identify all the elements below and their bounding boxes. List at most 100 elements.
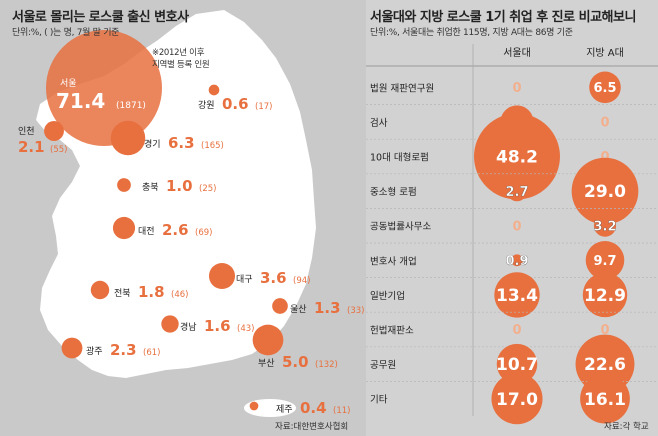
row-label-1: 검사 (370, 117, 388, 129)
region-value-12: 0.4 (300, 399, 327, 417)
bubble-10 (61, 337, 83, 359)
region-name-7: 전북 (114, 288, 131, 299)
value-bubble-9-1 (580, 373, 630, 424)
bubble-7 (90, 280, 110, 300)
bubble-5 (112, 216, 136, 240)
row-label-5: 변호사 개업 (370, 255, 417, 267)
bubble-0 (46, 30, 162, 146)
bubble-9 (161, 315, 179, 333)
region-count-4: (25) (199, 184, 216, 194)
value-bubble-0-1 (589, 71, 621, 104)
map-title: 서울로 몰리는 로스쿨 출신 변호사 (12, 10, 189, 25)
map-note-line2: 지역별 등록 인원 (152, 60, 210, 70)
value-label-2-0: 48.2 (496, 148, 538, 168)
value-bubble-6-1 (582, 272, 628, 318)
column-header-1: 지방 A대 (586, 47, 624, 59)
value-label-9-1: 16.1 (584, 390, 626, 410)
bubble-1 (44, 121, 64, 141)
region-name-11: 부산 (258, 358, 275, 369)
row-label-6: 일반기업 (370, 290, 405, 302)
region-value-11: 5.0 (282, 353, 309, 371)
region-name-9: 경남 (180, 321, 197, 333)
table-source: 자료:각 학교 (604, 422, 649, 432)
row-label-9: 기타 (370, 395, 388, 406)
region-value-1: 2.1 (18, 138, 45, 156)
value-bubble-3-0 (506, 180, 528, 202)
value-label-3-0: 2.7 (505, 185, 528, 200)
region-name-3: 경기 (144, 138, 161, 150)
region-count-11: (132) (315, 360, 338, 370)
value-label-7-1: 0 (600, 323, 609, 338)
region-count-9: (43) (237, 324, 254, 334)
value-bubble-8-0 (496, 343, 538, 385)
value-bubble-9-0 (491, 373, 543, 425)
value-label-5-1: 9.7 (593, 254, 616, 269)
region-value-9: 1.6 (204, 317, 231, 335)
region-value-4: 1.0 (166, 177, 193, 195)
value-bubble-5-0 (511, 254, 523, 267)
region-name-2: 강원 (198, 100, 215, 111)
region-value-2: 0.6 (222, 95, 249, 113)
table-title: 서울대와 지방 로스쿨 1기 취업 후 진로 비교해보니 (370, 10, 636, 25)
region-count-8: (33) (347, 306, 364, 316)
map-note: ※2012년 이후 지역별 등록 인원 (152, 47, 210, 71)
region-value-6: 3.6 (260, 269, 287, 287)
bubble-4 (117, 178, 131, 192)
row-label-3: 중소형 로펌 (370, 186, 417, 198)
bubble-6 (208, 262, 236, 290)
region-value-5: 2.6 (162, 221, 189, 239)
region-count-7: (46) (171, 290, 188, 300)
region-value-3: 6.3 (168, 134, 195, 152)
row-label-4: 공동법률사무소 (370, 222, 431, 233)
value-label-8-1: 22.6 (584, 355, 626, 375)
region-name-12: 제주 (276, 404, 293, 415)
region-count-10: (61) (143, 348, 160, 358)
value-bubble-5-1 (585, 241, 625, 280)
region-name-5: 대전 (138, 226, 155, 237)
value-bubble-4-1 (593, 214, 617, 237)
bubble-2 (208, 84, 220, 96)
map-panel: 서울 71.4 (1871) 인천 2.1 (55) 강원 0.6 (17) 경기 6.3 (165)… (0, 0, 366, 436)
value-label-4-0: 0 (512, 219, 521, 234)
value-label-2-1: 0 (600, 150, 609, 165)
value-label-0-0: 0 (512, 81, 521, 96)
map-subtitle: 단위:%, ( )는 명, 7월 말 기준 (12, 28, 120, 38)
bubble-12 (249, 401, 259, 411)
value-label-7-0: 0 (512, 323, 521, 338)
row-label-7: 헌법재판소 (370, 326, 414, 337)
value-label-5-0: 0.9 (505, 254, 528, 269)
row-label-8: 공무원 (370, 360, 396, 371)
region-name-1: 인천 (18, 126, 35, 137)
value-label-6-0: 13.4 (496, 286, 538, 306)
table-subtitle: 단위:%, 서울대는 취업한 115명, 지방 A대는 86명 기준 (370, 28, 573, 38)
row-label-2: 10대 대형로펌 (370, 152, 429, 164)
region-name-0: 서울 (60, 78, 77, 89)
region-count-0: (1871) (116, 101, 146, 111)
value-label-9-0: 17.0 (496, 390, 538, 410)
region-name-8: 울산 (290, 304, 307, 315)
bubble-3 (110, 120, 146, 156)
region-value-8: 1.3 (314, 299, 341, 317)
value-bubble-3-1 (571, 157, 639, 225)
map-note-line1: ※2012년 이후 (152, 48, 205, 58)
value-label-6-1: 12.9 (584, 286, 626, 306)
region-count-5: (69) (195, 228, 212, 238)
region-value-0: 71.4 (56, 89, 105, 113)
value-bubble-6-0 (494, 272, 540, 318)
region-count-2: (17) (255, 102, 272, 112)
value-label-0-1: 6.5 (593, 81, 616, 96)
region-count-6: (94) (293, 276, 310, 286)
value-label-4-1: 3.2 (593, 219, 616, 234)
map-source: 자료:대한변호사협회 (275, 422, 349, 432)
region-count-3: (165) (201, 141, 224, 151)
value-bubble-2-0 (474, 113, 560, 200)
row-label-0: 법원 재판연구원 (370, 83, 434, 94)
region-value-7: 1.8 (138, 283, 165, 301)
region-count-12: (11) (333, 406, 350, 416)
region-count-1: (55) (50, 145, 67, 155)
region-name-4: 충북 (142, 182, 159, 193)
region-name-6: 대구 (236, 274, 253, 285)
value-label-8-0: 10.7 (496, 355, 538, 375)
